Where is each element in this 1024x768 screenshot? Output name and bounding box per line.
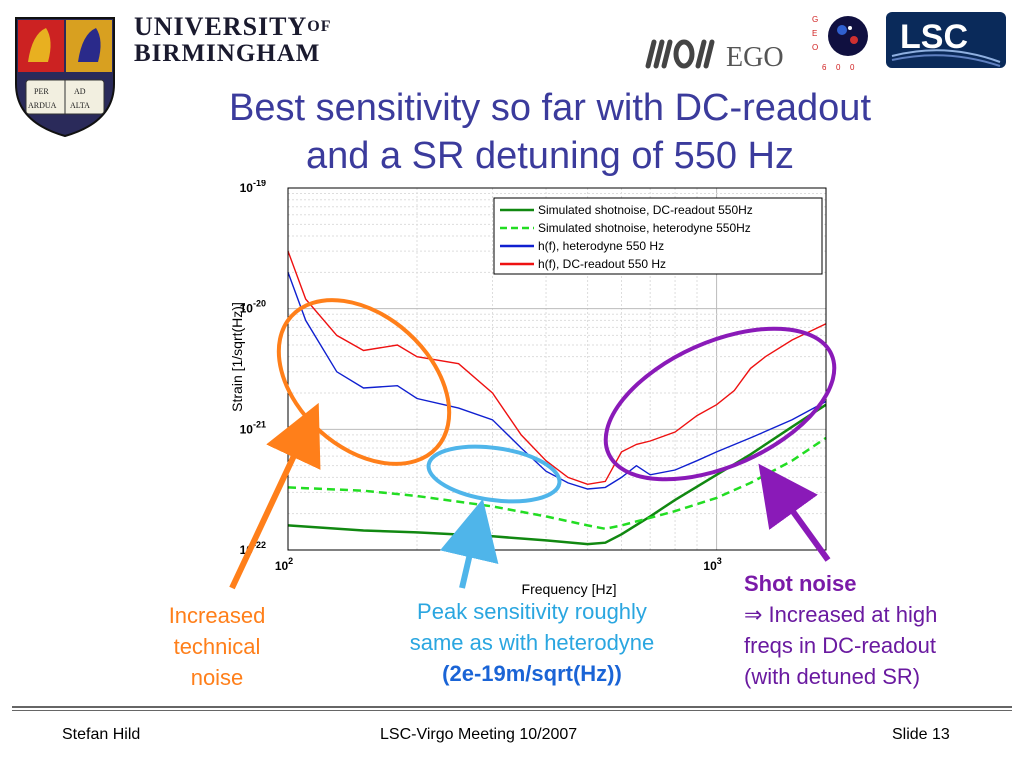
slide-title: Best sensitivity so far with DC-readout … [120,84,980,180]
ann-mid-line3: (2e-19m/sqrt(Hz)) [442,661,622,686]
crest-motto-ardua: ARDUA [28,101,57,110]
ann-left-line1: Increased [168,603,266,628]
university-line1: UNIVERSITY [134,12,308,41]
lsc-text: LSC [900,18,968,56]
purple-arrow [758,463,831,562]
footer-divider [12,706,1012,708]
legend-entry: h(f), DC-readout 550 Hz [538,257,666,271]
geo-letter-e: E [812,29,817,38]
geo600-logo: G E O 6 0 0 [812,15,868,72]
orange-arrow [229,402,321,590]
ann-right-line2: freqs in DC-readout [744,633,936,658]
title-line1: Best sensitivity so far with DC-readout [228,87,871,129]
ann-mid-line1: Peak sensitivity roughly [417,599,647,624]
technical-noise-ellipse [276,298,452,466]
ann-left-line2: technical [173,634,261,659]
shot-noise-ellipse [603,326,837,482]
ego-logo: EGO [645,39,784,72]
y-axis-label: Strain [1/sqrt(Hz)] [230,302,245,412]
footer-slide-number: Slide 13 [892,726,950,743]
ann-right-heading: Shot noise [744,571,857,596]
ann-right-line1: ⇒ Increased at high [744,602,938,627]
lsc-logo: LSC [886,12,1006,68]
crest-motto-alta: ALTA [70,101,90,110]
ann-right-line3: (with detuned SR) [744,664,921,689]
shot-noise-annotation: Shot noise ⇒ Increased at high freqs in … [744,568,1004,692]
geo-letter-g: G [812,15,818,24]
legend-entry: Simulated shotnoise, DC-readout 550Hz [538,203,753,217]
series-line-dc-sim [287,403,827,546]
title-line2: and a SR detuning of 550 Hz [305,135,794,177]
university-crest-logo: PER AD ARDUA ALTA [15,17,115,138]
technical-noise-annotation: Increased technical noise [150,600,284,693]
ann-mid-line2: same as with heterodyne [409,630,655,655]
geo-letter-o: O [812,43,818,52]
legend-box [493,197,823,275]
plot-legend: Simulated shotnoise, DC-readout 550Hz Sim… [493,197,823,275]
legend-entry: Simulated shotnoise, heterodyne 550Hz [538,221,751,235]
series-line-het-meas [287,272,827,490]
legend-entry: h(f), heterodyne 550 Hz [538,239,664,253]
footer-meeting: LSC-Virgo Meeting 10/2007 [380,726,578,743]
series-line-dc-meas [287,250,827,486]
ego-text: EGO [726,42,784,72]
crest-motto-per: PER [34,87,49,96]
university-line2: BIRMINGHAM [134,40,321,67]
geo-digit-0b: 0 [850,63,855,72]
university-of: OF [307,18,332,35]
university-name: UNIVERSITYOF BIRMINGHAM [134,14,331,68]
geo-digit-6: 6 [822,63,827,72]
footer-author: Stefan Hild [62,726,141,743]
blue-arrow [439,498,499,589]
plot-series-layer [287,250,827,546]
series-line-het-sim [287,436,827,531]
crest-motto-ad: AD [74,87,86,96]
plot-frame [287,187,827,551]
peak-sensitivity-ellipse [426,444,562,504]
ann-left-line3: noise [190,665,244,690]
geo-digit-0a: 0 [836,63,841,72]
peak-sensitivity-annotation: Peak sensitivity roughly same as with he… [372,596,692,689]
x-axis-label: Frequency [Hz] [522,581,617,597]
footer-divider-thin [12,710,1012,711]
